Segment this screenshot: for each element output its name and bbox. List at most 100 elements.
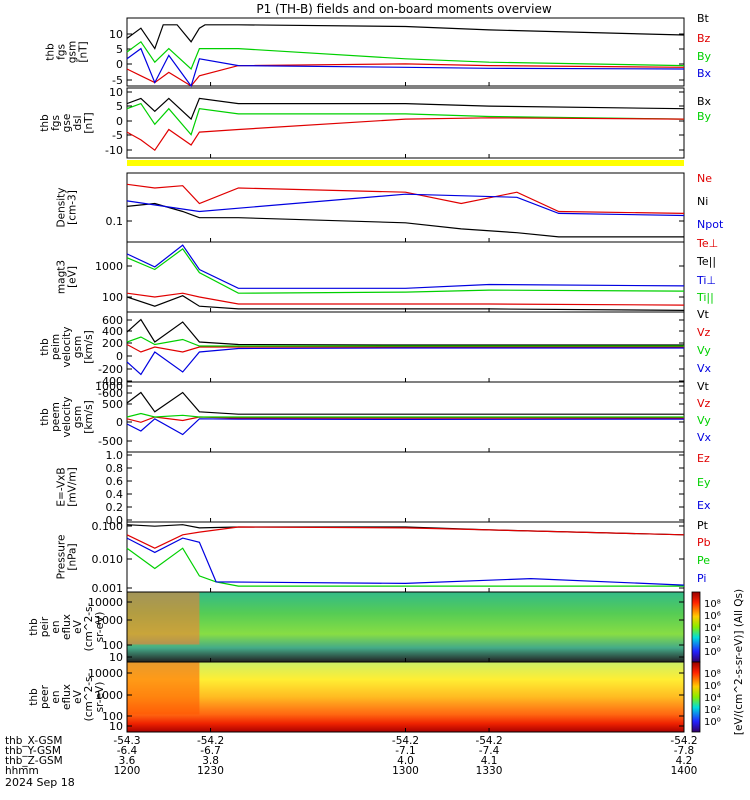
colorbar-tick-label: 10⁶ <box>704 611 721 622</box>
y-axis-label: peer <box>39 684 51 709</box>
axis-row-value: -54.2 <box>197 735 224 747</box>
series-line-Npot <box>126 193 685 217</box>
series-line-Vt <box>126 391 684 415</box>
axis-row-value: 1230 <box>197 765 224 777</box>
y-axis-label: gsm <box>72 406 84 428</box>
legend-label: Ti|| <box>696 291 714 304</box>
y-tick-label: 0.0 <box>106 514 124 527</box>
colorbar-tick-label: 10⁴ <box>704 623 721 634</box>
y-tick-label: 0.4 <box>106 488 124 501</box>
plot-title: P1 (TH-B) fields and on-board moments ov… <box>256 2 552 16</box>
series-line-Bz <box>126 63 685 87</box>
panel-thb_peem_velocity_gsm: 1000 500 0 -500 thb peem velocity gsm [km/s] Vt Vz… <box>39 380 712 453</box>
legend-label: Ne <box>697 172 712 185</box>
axis-row-value: 1330 <box>476 765 503 777</box>
series-line-Vt <box>126 318 684 346</box>
colorbar-tick-label: 10⁰ <box>704 717 721 728</box>
colorbar-tick-label: 10⁰ <box>704 647 721 658</box>
y-axis-label: thb <box>39 114 51 132</box>
y-axis-label: thb <box>28 618 40 636</box>
y-axis-label: peir <box>39 616 51 637</box>
y-axis-label: peim <box>50 334 62 360</box>
y-tick-label: 0 <box>116 350 123 363</box>
y-tick-label: 0 <box>116 416 123 429</box>
panel-frame <box>126 451 685 523</box>
axis-row-value: 3.6 <box>119 755 136 767</box>
y-tick-label: -10 <box>105 144 123 157</box>
y-axis-label: [eV] <box>67 266 79 288</box>
panel-frame <box>126 241 685 313</box>
y-axis-label: (cm^2-s- <box>83 672 95 721</box>
y-axis-label: eflux <box>61 614 73 640</box>
y-tick-label: 5 <box>116 43 123 56</box>
axis-row-value: -7.1 <box>395 745 416 757</box>
y-axis-label: fgs <box>56 44 68 60</box>
panel-thb_fgs_gse_dsl: 105 0-5 -10 thb fgs gse dsl [nT] Bx By <box>39 86 712 159</box>
axis-row-value: 3.8 <box>202 755 219 767</box>
axis-row-value: -7.8 <box>674 745 695 757</box>
y-axis-label: en <box>50 690 62 703</box>
axis-row-label: thb_X-GSM <box>5 735 62 747</box>
y-tick-label: -200 <box>98 363 123 376</box>
series-line-Ti⊥ <box>126 244 685 289</box>
legend-label: Ni <box>697 195 708 208</box>
y-axis-label: gsm <box>67 41 79 63</box>
legend-label: Te|| <box>696 255 716 268</box>
axis-row-value: 1200 <box>114 765 141 777</box>
y-tick-label: -5 <box>112 129 123 142</box>
series-line-Vy <box>126 336 684 347</box>
series-line-Te⊥ <box>126 292 685 306</box>
legend-label: Bx <box>697 95 712 108</box>
y-axis-label: peem <box>50 402 62 432</box>
y-axis-label: thb <box>28 688 40 706</box>
axis-row-value: -54.3 <box>113 735 140 747</box>
y-tick-label: 1000 <box>95 689 123 702</box>
colorbar-tick-label: 10² <box>704 635 721 646</box>
y-axis-label: thb <box>39 408 51 426</box>
y-tick-label: -600 <box>98 387 123 400</box>
y-axis-label: [nT] <box>78 41 90 62</box>
legend-label: Vx <box>697 362 712 375</box>
axis-row-label: thb_Z-GSM <box>5 755 63 767</box>
y-axis-label: E=-VxB <box>56 467 68 506</box>
axis-row-label: hhmm <box>5 765 39 777</box>
colorbar-tick-label: 10⁴ <box>704 693 721 704</box>
legend-label: Te⊥ <box>696 237 718 250</box>
panel-pressure: 0.100 0.010 0.001 Pressure [nPa] Pt Pb Pe Pi <box>56 519 711 595</box>
legend-label: Pb <box>697 536 711 549</box>
yellow-status-bar <box>127 160 684 166</box>
y-tick-label: -500 <box>98 435 123 448</box>
series-line-Pb <box>126 526 685 549</box>
y-axis-label: gsm <box>72 336 84 358</box>
axis-row-value: 1400 <box>671 765 698 777</box>
y-tick-label: 100 <box>102 291 123 304</box>
y-tick-label: 0.2 <box>106 501 124 514</box>
y-axis-label: dsl <box>72 115 84 130</box>
legend-label: Bz <box>697 32 711 45</box>
legend-label: Vz <box>697 397 711 410</box>
y-axis-label: [cm-3] <box>67 190 79 225</box>
colorbar-tick-label: 10⁸ <box>704 599 721 610</box>
legend-label: Ez <box>697 452 710 465</box>
series-line-By <box>126 40 685 71</box>
y-tick-label: 0.001 <box>92 582 124 595</box>
y-tick-label: 10 <box>109 651 123 664</box>
y-axis-label: thb <box>45 43 57 61</box>
y-axis-label: gse <box>61 114 73 133</box>
y-tick-label: 10 <box>109 720 123 733</box>
y-axis-label: [nT] <box>83 112 95 133</box>
series-line-Ni <box>126 202 684 238</box>
series-line-Vz <box>126 416 684 423</box>
y-tick-label: 0 <box>116 58 123 71</box>
y-axis-label: Density <box>56 188 68 228</box>
series-line-Ne <box>126 183 685 214</box>
y-tick-label: 100 <box>102 639 123 652</box>
legend-label: Vx <box>697 431 712 444</box>
axis-row-value: -54.2 <box>392 735 419 747</box>
y-axis-label: eV <box>72 619 84 633</box>
heatmap-field <box>127 662 684 732</box>
y-tick-label: 100 <box>102 710 123 723</box>
